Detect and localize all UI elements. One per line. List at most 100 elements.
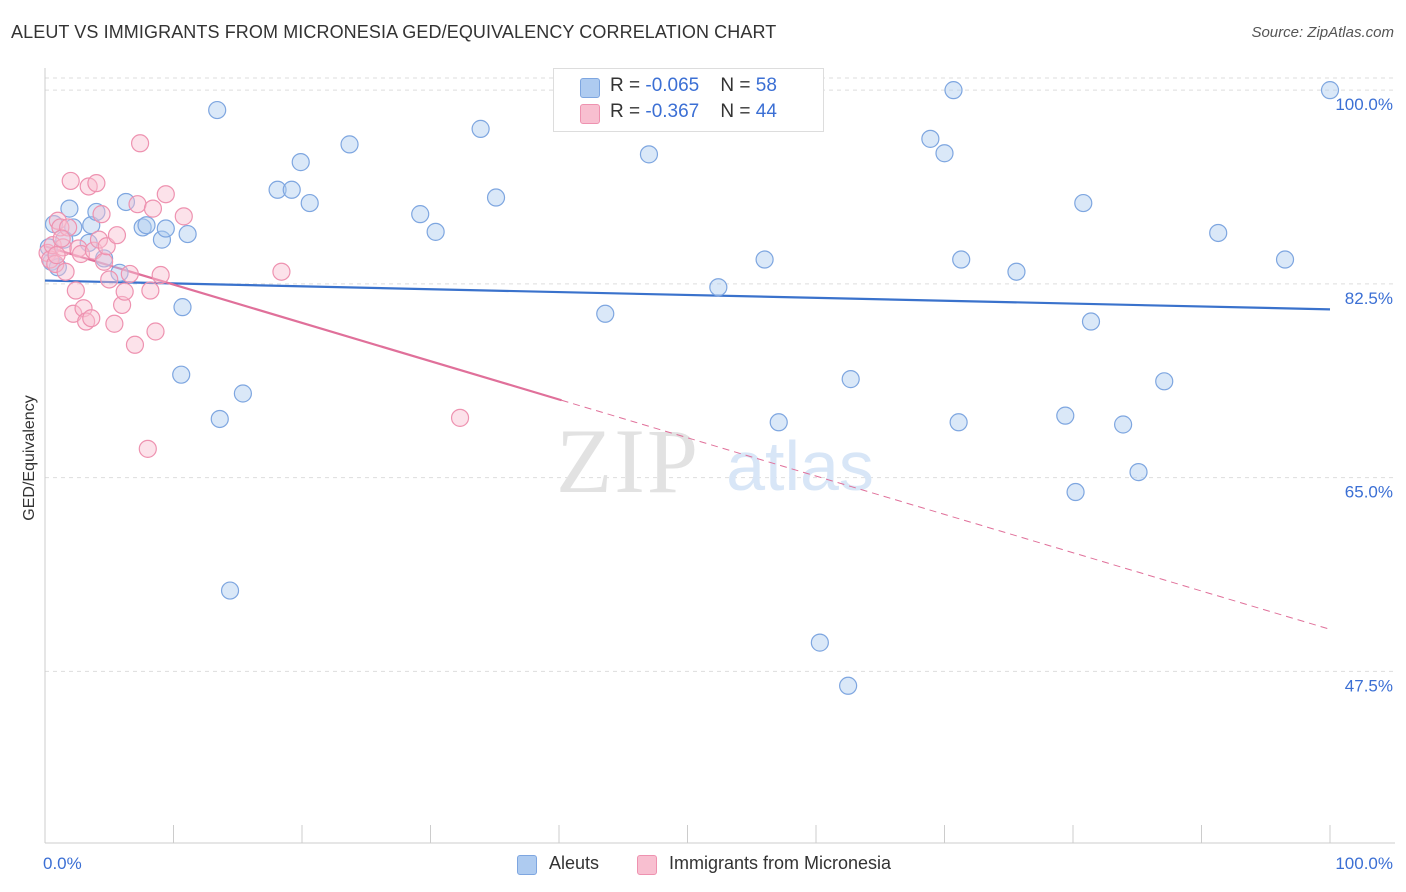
micronesia-point (92, 205, 111, 224)
legend-label-aleuts: Aleuts (549, 853, 600, 873)
watermark: ZIP atlas (556, 410, 874, 512)
aleuts-point (471, 119, 490, 138)
aleuts-point (60, 199, 79, 218)
aleuts-point (233, 384, 252, 403)
legend-swatch-aleuts (517, 855, 537, 875)
aleuts-point (639, 145, 659, 164)
aleuts-point (709, 278, 728, 297)
micronesia-point (125, 335, 145, 354)
legend-r-label: R = (610, 75, 646, 96)
micronesia-point (141, 281, 160, 300)
micronesia-point (47, 246, 66, 265)
micronesia-point (95, 252, 114, 271)
micronesia-point (61, 171, 80, 191)
axes (44, 68, 1395, 844)
micronesia-point (128, 195, 147, 214)
micronesia-point (120, 264, 139, 284)
legend-n-value: 58 (755, 75, 777, 96)
grid-lines (45, 77, 1395, 672)
aleuts-point (282, 180, 301, 199)
y-tick-label: 100.0% (1335, 95, 1393, 114)
y-tick-label: 65.0% (1345, 483, 1393, 502)
watermark-zip: ZIP (556, 410, 700, 512)
aleuts-point (152, 230, 172, 249)
aleuts-point (116, 192, 136, 212)
micronesia-point (143, 199, 163, 218)
micronesia-point (100, 270, 119, 289)
micronesia-point (107, 226, 127, 245)
aleuts-point (300, 193, 319, 213)
micronesia-point (74, 299, 93, 318)
data-points (38, 81, 1340, 695)
legend-label-micronesia: Immigrants from Micronesia (669, 853, 892, 873)
aleuts-point (949, 413, 968, 432)
aleuts-point (268, 180, 287, 199)
aleuts-point (1209, 223, 1228, 243)
aleuts-point (291, 153, 310, 172)
aleuts-point (921, 129, 940, 148)
aleuts-point (1066, 482, 1085, 502)
aleuts-point (156, 219, 175, 238)
trend-lines (44, 245, 1331, 630)
micronesia-point (87, 174, 106, 193)
watermark-atlas: atlas (726, 427, 874, 505)
aleuts-point (1114, 415, 1133, 434)
aleuts-point (1081, 312, 1101, 331)
micronesia-point (151, 265, 170, 285)
y-tick-label: 82.5% (1345, 289, 1393, 308)
aleuts-point (1320, 81, 1340, 100)
micronesia-point (105, 314, 124, 333)
micronesia-point (97, 237, 116, 256)
aleuts-point (208, 100, 227, 120)
aleuts-point (769, 413, 788, 432)
aleuts-point (1074, 193, 1093, 213)
aleuts-point (1275, 250, 1295, 269)
aleuts-point (411, 205, 430, 224)
source-label: Source: ZipAtlas.com (1251, 24, 1394, 41)
y-tick-label: 47.5% (1345, 676, 1393, 695)
aleuts-point (596, 304, 615, 323)
x-tick-label: 100.0% (1335, 854, 1393, 873)
micronesia-point (112, 295, 132, 315)
aleuts-point (210, 409, 229, 429)
micronesia-trend-extension (561, 399, 1331, 630)
aleuts-point (935, 144, 954, 163)
micronesia-point (77, 312, 96, 331)
micronesia-point (130, 134, 150, 153)
aleuts-point (426, 222, 445, 241)
aleuts-trend-line (44, 279, 1331, 311)
micronesia-point (156, 185, 175, 204)
aleuts-point (486, 188, 506, 207)
legend-n-label: N = (720, 101, 756, 122)
legend-r-label: R = (610, 101, 646, 122)
micronesia-point (52, 229, 71, 248)
legend-r-value: -0.065 (645, 75, 700, 96)
aleuts-point (1007, 262, 1026, 281)
legend-swatch-micronesia (637, 855, 657, 875)
legend-r-value: -0.367 (645, 101, 700, 122)
micronesia-trend-line (44, 245, 562, 402)
tick-labels: 47.5% 65.0% 82.5% 100.0% 0.0% 100.0% (43, 95, 1393, 873)
micronesia-point (66, 281, 85, 300)
aleuts-point (1155, 372, 1174, 391)
chart-title: ALEUT VS IMMIGRANTS FROM MICRONESIA GED/… (11, 22, 777, 42)
aleuts-point (64, 218, 83, 237)
correlation-legend: R = -0.065 N = 58 R = -0.367 N = 44 (553, 68, 824, 132)
aleuts-point (1056, 406, 1075, 425)
aleuts-point (1129, 463, 1148, 482)
aleuts-point (220, 581, 240, 600)
micronesia-point (115, 282, 134, 301)
aleuts-point (137, 216, 156, 235)
legend-swatch-micronesia (580, 104, 600, 124)
series-legend: Aleuts Immigrants from Micronesia (0, 852, 1406, 878)
legend-swatch-aleuts (580, 78, 600, 98)
aleuts-point (755, 250, 774, 269)
legend-n-value: 44 (755, 101, 777, 122)
micronesia-point (56, 262, 75, 281)
aleuts-point (172, 365, 191, 384)
aleuts-point (841, 370, 860, 389)
micronesia-point (174, 207, 193, 226)
legend-n-label: N = (720, 75, 756, 96)
micronesia-point (450, 408, 470, 427)
